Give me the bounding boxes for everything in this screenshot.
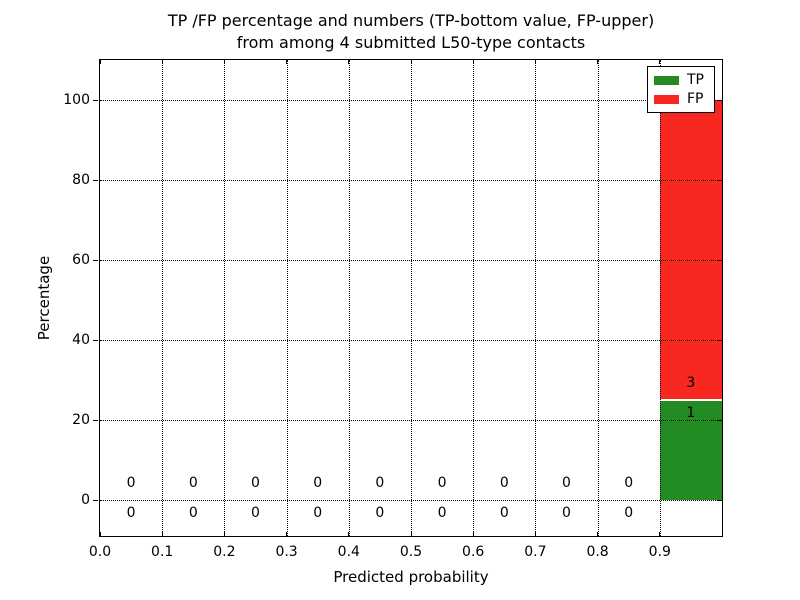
x-tick-mark-top	[223, 60, 225, 64]
tp-count-annotation: 0	[499, 505, 509, 522]
y-tick-mark-right	[718, 179, 722, 181]
y-tick-label: 100	[63, 92, 90, 108]
gridline-vertical	[224, 60, 226, 536]
x-tick-mark-top	[534, 60, 536, 64]
x-tick-mark-bottom	[534, 532, 536, 536]
x-tick-label: 0.4	[337, 544, 360, 560]
legend: TP FP	[647, 66, 715, 113]
x-tick-mark-bottom	[472, 532, 474, 536]
fp-count-annotation: 0	[624, 474, 634, 491]
bar-segment-separator	[659, 399, 722, 401]
gridline-vertical	[348, 60, 350, 536]
legend-entry-tp: TP	[654, 72, 708, 88]
x-tick-mark-bottom	[410, 532, 412, 536]
fp-count-annotation: 0	[562, 474, 571, 491]
bar-fp-segment	[659, 100, 722, 400]
y-tick-mark-right	[718, 339, 722, 341]
y-axis-label: Percentage	[35, 255, 53, 341]
y-tick-mark-right	[718, 99, 722, 101]
x-tick-mark-top	[659, 60, 661, 64]
fp-count-annotation: 0	[251, 474, 260, 491]
y-tick-mark-left	[93, 339, 98, 341]
tp-count-annotation: 0	[624, 505, 634, 522]
plot-area: 0 0 0 0 0 0 0 0 0 0 0 0 0 0 0 0 0 0 3 1	[93, 59, 723, 537]
legend-entry-fp: FP	[654, 91, 708, 107]
chart-title: TP /FP percentage and numbers (TP-bottom…	[100, 10, 722, 54]
tp-count-annotation: 0	[188, 505, 198, 522]
legend-swatch-tp	[654, 75, 679, 85]
fp-count-annotation: 0	[126, 474, 136, 491]
x-tick-mark-top	[161, 60, 163, 64]
y-tick-label: 0	[81, 492, 90, 508]
x-tick-label: 0.9	[648, 544, 671, 560]
tp-count-annotation: 0	[251, 505, 260, 522]
y-tick-mark-left	[93, 419, 98, 421]
x-tick-mark-top	[472, 60, 474, 64]
x-tick-mark-top	[410, 60, 412, 64]
tp-count-annotation: 0	[375, 505, 385, 522]
gridline-vertical	[597, 60, 599, 536]
gridline-vertical	[286, 60, 288, 536]
y-tick-mark-right	[718, 419, 722, 421]
x-tick-label: 0.7	[524, 544, 547, 560]
tp-count-annotation: 1	[686, 405, 696, 422]
legend-label-fp: FP	[687, 91, 704, 107]
gridline-vertical	[411, 60, 412, 536]
y-tick-mark-left	[93, 259, 98, 261]
tp-count-annotation: 0	[126, 505, 136, 522]
gridline-vertical	[535, 60, 537, 536]
fp-count-annotation: 3	[686, 374, 696, 391]
x-axis-label: Predicted probability	[333, 568, 489, 586]
x-tick-mark-top	[286, 60, 288, 64]
gridline-vertical	[162, 60, 164, 536]
fp-count-annotation: 0	[375, 474, 385, 491]
x-tick-label: 0.8	[586, 544, 609, 560]
x-tick-mark-bottom	[223, 532, 225, 536]
y-tick-mark-left	[93, 179, 98, 181]
y-tick-mark-right	[718, 259, 722, 261]
x-tick-mark-bottom	[348, 532, 350, 536]
fp-count-annotation: 0	[188, 474, 198, 491]
x-tick-mark-bottom	[659, 532, 661, 536]
y-tick-label: 80	[72, 172, 90, 188]
x-tick-label: 0.2	[213, 544, 236, 560]
tp-count-annotation: 0	[562, 505, 571, 522]
y-tick-mark-right	[718, 499, 722, 501]
x-tick-label: 0.6	[462, 544, 485, 560]
fp-count-annotation: 0	[499, 474, 509, 491]
fp-count-annotation: 0	[313, 474, 323, 491]
legend-swatch-fp	[654, 94, 679, 104]
x-tick-mark-bottom	[286, 532, 288, 536]
x-tick-mark-top	[597, 60, 599, 64]
x-tick-mark-top	[99, 60, 101, 64]
x-tick-label: 0.1	[151, 544, 174, 560]
x-tick-mark-bottom	[99, 532, 101, 536]
tp-count-annotation: 0	[313, 505, 323, 522]
x-tick-label: 0.0	[88, 544, 112, 560]
fp-count-annotation: 0	[437, 474, 447, 491]
chart-title-line2: from among 4 submitted L50-type contacts	[236, 33, 586, 52]
x-tick-label: 0.3	[275, 544, 298, 560]
chart-title-line1: TP /FP percentage and numbers (TP-bottom…	[167, 11, 655, 30]
y-tick-mark-left	[93, 99, 98, 101]
x-tick-mark-bottom	[161, 532, 163, 536]
x-tick-mark-top	[348, 60, 350, 64]
y-tick-label: 60	[72, 252, 90, 268]
y-tick-mark-left	[93, 499, 98, 501]
gridline-vertical	[659, 60, 661, 536]
y-tick-label: 40	[72, 332, 90, 348]
tp-count-annotation: 0	[437, 505, 447, 522]
x-tick-label: 0.5	[399, 544, 423, 560]
legend-label-tp: TP	[687, 72, 704, 88]
x-tick-mark-bottom	[597, 532, 599, 536]
y-tick-label: 20	[72, 412, 90, 428]
bar-tp-segment	[659, 400, 722, 500]
gridline-vertical	[473, 60, 475, 536]
